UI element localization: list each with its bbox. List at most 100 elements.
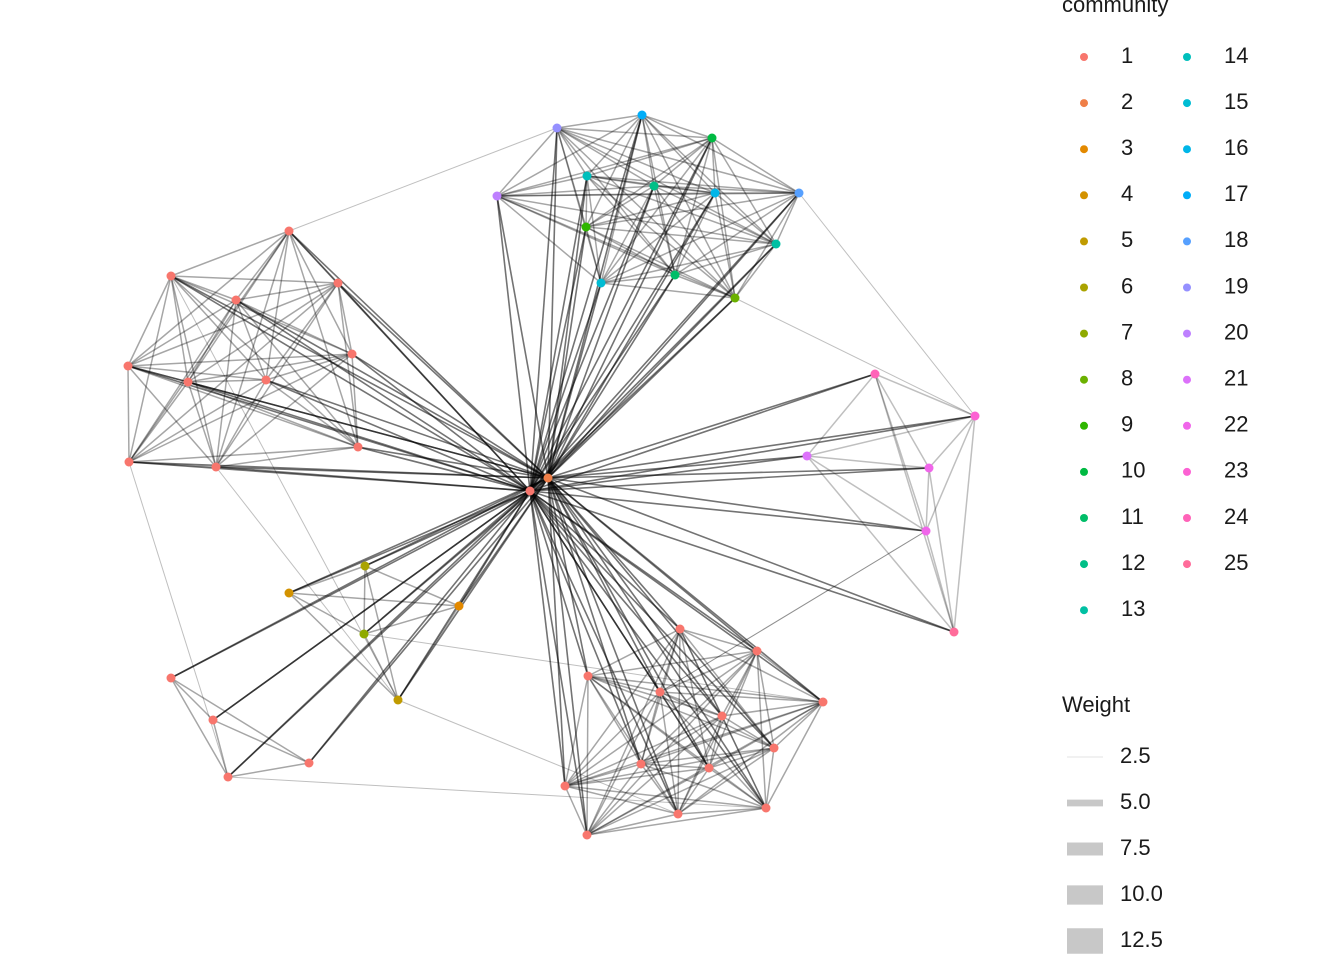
edge	[564, 701, 824, 787]
node	[655, 687, 665, 697]
legend-label: 25	[1224, 550, 1248, 575]
edge	[170, 230, 290, 277]
edge	[363, 477, 549, 635]
edge	[659, 691, 775, 749]
edge	[756, 650, 824, 703]
legend-swatch	[1080, 191, 1088, 200]
edge	[127, 353, 353, 367]
legend-swatch	[1183, 467, 1191, 476]
edge	[187, 353, 353, 383]
edge	[925, 415, 976, 532]
edge	[127, 365, 130, 463]
edge	[600, 185, 655, 284]
node	[707, 133, 717, 143]
edge	[529, 185, 655, 492]
edge	[600, 114, 643, 284]
edge	[547, 477, 824, 703]
node	[208, 715, 218, 725]
legend-label: 19	[1224, 273, 1248, 298]
edge	[128, 381, 189, 463]
edge	[659, 650, 758, 693]
edge	[265, 353, 353, 381]
edge	[496, 185, 655, 197]
edge	[587, 650, 758, 677]
legend-title: Weight	[1062, 692, 1130, 717]
edge	[600, 243, 777, 284]
node	[581, 222, 591, 232]
edge	[677, 628, 681, 815]
edge	[587, 675, 767, 809]
edge	[547, 477, 642, 765]
edge	[187, 299, 237, 383]
edge	[547, 415, 976, 479]
edge	[674, 137, 713, 276]
edge	[227, 776, 767, 809]
edge	[677, 767, 710, 815]
edge	[128, 282, 339, 463]
edge	[128, 299, 237, 463]
edge	[556, 114, 643, 129]
edge	[928, 467, 955, 633]
edge	[288, 592, 460, 607]
edge	[496, 195, 736, 299]
edge	[363, 565, 366, 635]
edge	[170, 275, 353, 355]
legend-swatch	[1183, 375, 1191, 384]
edge	[357, 446, 549, 479]
edge	[708, 650, 758, 769]
edge	[170, 275, 267, 381]
legend-swatch	[1183, 283, 1191, 292]
edge	[170, 275, 189, 383]
edge	[556, 127, 800, 194]
legend-label: 13	[1121, 596, 1145, 621]
legend-swatch	[1080, 53, 1088, 61]
edge	[397, 699, 679, 815]
legend-label: 5	[1121, 227, 1133, 252]
edge	[679, 628, 723, 717]
node	[582, 171, 592, 181]
edge	[547, 282, 602, 479]
edge	[170, 677, 214, 721]
legend-label: 12	[1121, 550, 1145, 575]
edge	[641, 114, 713, 139]
edge	[547, 455, 808, 479]
edge	[600, 192, 800, 284]
edge	[364, 565, 399, 701]
edge	[170, 677, 229, 778]
edge	[659, 691, 710, 769]
edge	[227, 762, 310, 778]
legend-label: 9	[1121, 412, 1133, 437]
legend-label: 12.5	[1120, 927, 1163, 952]
edge	[212, 719, 310, 764]
legend-label: 10.0	[1120, 881, 1163, 906]
edge	[547, 477, 589, 677]
node	[704, 763, 714, 773]
edge	[564, 628, 681, 787]
edge	[585, 226, 676, 276]
edge	[529, 192, 800, 492]
edge	[806, 455, 927, 532]
edge	[547, 467, 930, 479]
edge	[659, 691, 824, 703]
edge	[496, 114, 643, 197]
edge	[806, 455, 930, 469]
edge	[586, 715, 723, 836]
edge	[288, 592, 399, 701]
edge	[953, 415, 976, 633]
edge	[235, 299, 359, 448]
edge	[265, 379, 359, 448]
node	[123, 361, 133, 371]
edge	[215, 379, 267, 468]
node	[525, 486, 535, 496]
edge	[265, 379, 549, 479]
legend-label: 5.0	[1120, 789, 1151, 814]
edge	[235, 299, 267, 381]
node	[560, 781, 570, 791]
edge	[215, 466, 399, 701]
edge	[397, 477, 549, 701]
edge	[564, 785, 767, 809]
edge	[640, 691, 661, 765]
edge	[397, 605, 460, 701]
legend-swatch	[1080, 606, 1088, 615]
edge	[679, 628, 824, 703]
